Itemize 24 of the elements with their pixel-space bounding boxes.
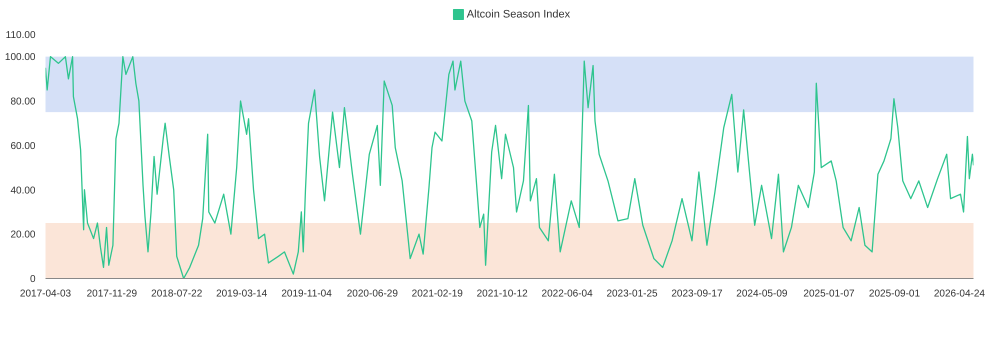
- y-tick-label: 20.00: [10, 230, 36, 241]
- x-tick-label: 2023-01-25: [606, 288, 658, 300]
- x-tick-label: 2019-03-14: [216, 288, 268, 300]
- legend-label: Altcoin Season Index: [466, 8, 571, 20]
- x-tick-label: 2023-09-17: [671, 288, 723, 300]
- x-tick-label: 2024-05-09: [736, 288, 788, 300]
- y-tick-label: 40.00: [10, 185, 36, 196]
- x-tick-label: 2021-02-19: [412, 288, 464, 300]
- x-tick-label: 2019-11-04: [281, 288, 332, 300]
- x-tick-label: 2021-10-12: [476, 288, 528, 300]
- x-tick-label: 2017-04-03: [20, 288, 72, 300]
- y-tick-label: 100.00: [4, 52, 36, 64]
- x-tick-label: 2018-07-22: [151, 288, 203, 300]
- x-tick-label: 2025-09-01: [868, 288, 920, 300]
- x-tick-label: 2020-06-29: [346, 288, 398, 300]
- x-tick-label: 2017-11-29: [86, 288, 138, 300]
- x-tick-label: 2022-06-04: [542, 288, 594, 300]
- x-tick-label: 2026-04-24: [934, 288, 986, 300]
- x-tick-label: 2025-01-07: [803, 288, 856, 300]
- y-tick-label: 60.00: [10, 140, 36, 152]
- y-tick-label: 0: [30, 274, 36, 285]
- y-tick-label: 110.00: [6, 30, 36, 41]
- y-tick-label: 80.00: [10, 96, 36, 108]
- line-series: [46, 56, 974, 278]
